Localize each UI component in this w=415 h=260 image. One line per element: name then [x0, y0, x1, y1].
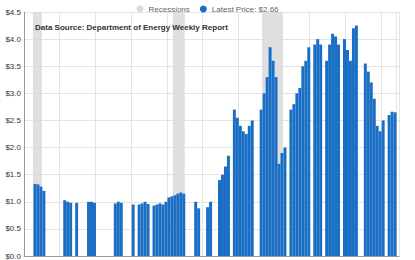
svg-text:$1.0: $1.0: [5, 197, 21, 206]
svg-text:$2.5: $2.5: [5, 116, 21, 125]
svg-text:Recessions: Recessions: [148, 5, 189, 14]
svg-text:$0.5: $0.5: [5, 224, 21, 233]
svg-text:Latest Price: $2.66: Latest Price: $2.66: [212, 5, 279, 14]
svg-text:$0.0: $0.0: [5, 252, 21, 260]
svg-text:Data Source: Department of Ene: Data Source: Department of Energy Weekly…: [35, 23, 228, 32]
svg-text:$3.5: $3.5: [5, 62, 21, 71]
svg-text:$1.5: $1.5: [5, 170, 21, 179]
svg-text:$4.0: $4.0: [5, 35, 21, 44]
svg-text:$2.0: $2.0: [5, 143, 21, 152]
svg-text:$3.0: $3.0: [5, 89, 21, 98]
svg-text:$4.5: $4.5: [5, 8, 21, 17]
